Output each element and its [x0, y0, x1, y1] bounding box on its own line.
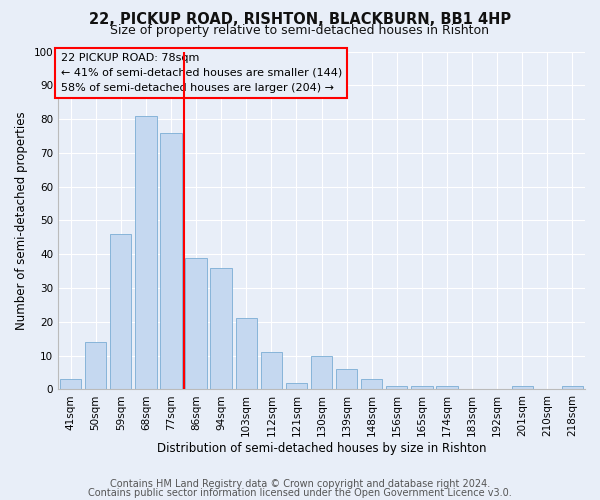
Y-axis label: Number of semi-detached properties: Number of semi-detached properties: [15, 111, 28, 330]
Bar: [260, 352, 282, 390]
Bar: [135, 116, 157, 390]
Bar: [436, 386, 458, 390]
Bar: [236, 318, 257, 390]
Bar: [160, 132, 182, 390]
X-axis label: Distribution of semi-detached houses by size in Rishton: Distribution of semi-detached houses by …: [157, 442, 486, 455]
Bar: [336, 369, 357, 390]
Text: 22 PICKUP ROAD: 78sqm
← 41% of semi-detached houses are smaller (144)
58% of sem: 22 PICKUP ROAD: 78sqm ← 41% of semi-deta…: [61, 53, 342, 93]
Bar: [185, 258, 207, 390]
Bar: [60, 380, 81, 390]
Bar: [211, 268, 232, 390]
Bar: [361, 380, 382, 390]
Bar: [562, 386, 583, 390]
Text: 22, PICKUP ROAD, RISHTON, BLACKBURN, BB1 4HP: 22, PICKUP ROAD, RISHTON, BLACKBURN, BB1…: [89, 12, 511, 28]
Bar: [386, 386, 407, 390]
Bar: [85, 342, 106, 390]
Bar: [411, 386, 433, 390]
Bar: [311, 356, 332, 390]
Text: Contains HM Land Registry data © Crown copyright and database right 2024.: Contains HM Land Registry data © Crown c…: [110, 479, 490, 489]
Bar: [512, 386, 533, 390]
Bar: [110, 234, 131, 390]
Text: Size of property relative to semi-detached houses in Rishton: Size of property relative to semi-detach…: [110, 24, 490, 37]
Bar: [286, 382, 307, 390]
Text: Contains public sector information licensed under the Open Government Licence v3: Contains public sector information licen…: [88, 488, 512, 498]
